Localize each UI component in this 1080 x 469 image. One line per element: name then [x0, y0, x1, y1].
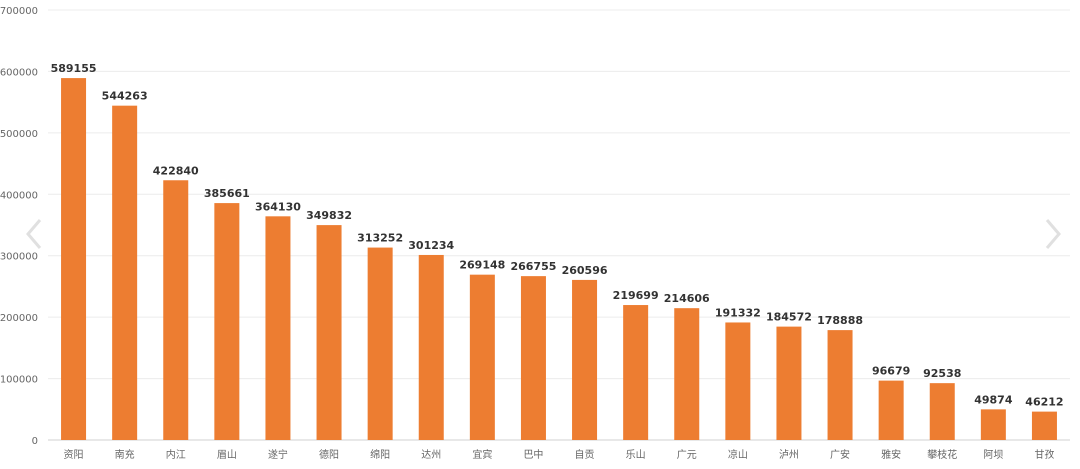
data-label: 96679 — [872, 365, 910, 378]
data-label: 214606 — [664, 292, 710, 305]
y-tick-label: 100000 — [0, 375, 38, 386]
bar — [623, 305, 649, 440]
bar — [929, 383, 955, 440]
data-label: 46212 — [1025, 396, 1063, 409]
x-tick-label: 自贡 — [575, 448, 595, 461]
bar — [520, 276, 546, 440]
data-label: 260596 — [562, 264, 608, 277]
bar — [572, 279, 598, 440]
bar — [61, 78, 87, 440]
x-axis-ticks: 资阳 南充 内江 眉山 遂宁 德阳 绵阳 达州 宜宾 巴中 自贡 乐山 广元 凉山 泸州 广安 雅安 攀枝花 阿坝 甘… — [64, 448, 1055, 461]
x-tick-label: 甘孜 — [1034, 448, 1054, 461]
data-label: 313252 — [357, 232, 403, 245]
x-tick-label: 广元 — [677, 449, 697, 461]
data-label: 349832 — [306, 209, 352, 222]
x-tick-label: 凉山 — [728, 448, 748, 461]
y-axis-ticks: 0 100000 200000 300000 400000 500000 600000 700… — [0, 6, 38, 447]
x-tick-label: 遂宁 — [268, 448, 288, 461]
data-label: 49874 — [974, 393, 1013, 406]
bar — [725, 322, 751, 440]
bar — [163, 180, 189, 440]
x-tick-label: 阿坝 — [983, 449, 1003, 461]
x-tick-label: 乐山 — [626, 449, 646, 461]
x-tick-label: 资阳 — [64, 449, 84, 461]
bar — [214, 203, 240, 440]
y-tick-label: 700000 — [0, 6, 38, 17]
x-tick-label: 宜宾 — [472, 448, 492, 461]
data-label: 364130 — [255, 200, 301, 213]
data-label: 422840 — [153, 164, 199, 177]
bar — [112, 105, 138, 440]
data-label: 184572 — [766, 311, 812, 324]
x-tick-label: 绵阳 — [370, 448, 390, 461]
chevron-left-icon — [26, 219, 42, 249]
data-labels: 589155 544263 422840 385661 364130 349832 3132… — [51, 62, 1064, 409]
data-label: 589155 — [51, 62, 97, 75]
x-tick-label: 巴中 — [523, 448, 543, 461]
y-tick-label: 300000 — [0, 252, 38, 263]
bar — [418, 254, 444, 440]
bar — [469, 274, 495, 440]
y-tick-label: 400000 — [0, 190, 38, 201]
bar — [878, 380, 904, 440]
x-tick-label: 雅安 — [881, 448, 901, 461]
y-tick-label: 200000 — [0, 313, 38, 324]
y-tick-label: 600000 — [0, 67, 38, 78]
prev-arrow-button[interactable] — [26, 219, 42, 249]
x-tick-label: 达州 — [421, 449, 441, 461]
bar — [776, 326, 802, 440]
data-label: 544263 — [102, 90, 148, 103]
bar — [367, 247, 393, 440]
bar — [980, 409, 1006, 440]
x-tick-label: 泸州 — [779, 449, 799, 461]
y-tick-label: 500000 — [0, 129, 38, 140]
x-tick-label: 南充 — [115, 448, 135, 461]
data-label: 92538 — [923, 367, 961, 380]
x-tick-label: 内江 — [166, 448, 186, 461]
bars — [61, 78, 1057, 440]
data-label: 219699 — [613, 289, 659, 302]
grid-lines — [48, 9, 1070, 441]
bar — [316, 225, 342, 440]
bar — [265, 216, 291, 440]
data-label: 191332 — [715, 306, 761, 319]
y-tick-label: 0 — [32, 436, 38, 447]
bar — [827, 330, 853, 440]
bar — [674, 308, 700, 440]
data-label: 266755 — [510, 260, 556, 273]
data-label: 178888 — [817, 314, 863, 327]
x-tick-label: 广安 — [830, 448, 850, 461]
x-tick-label: 攀枝花 — [927, 448, 957, 461]
x-tick-label: 眉山 — [217, 449, 237, 461]
next-arrow-button[interactable] — [1045, 219, 1061, 249]
x-tick-label: 德阳 — [319, 448, 339, 461]
chevron-right-icon — [1045, 219, 1061, 249]
data-label: 301234 — [408, 239, 454, 252]
bar — [1031, 411, 1057, 440]
data-label: 269148 — [459, 259, 505, 272]
data-label: 385661 — [204, 187, 250, 200]
